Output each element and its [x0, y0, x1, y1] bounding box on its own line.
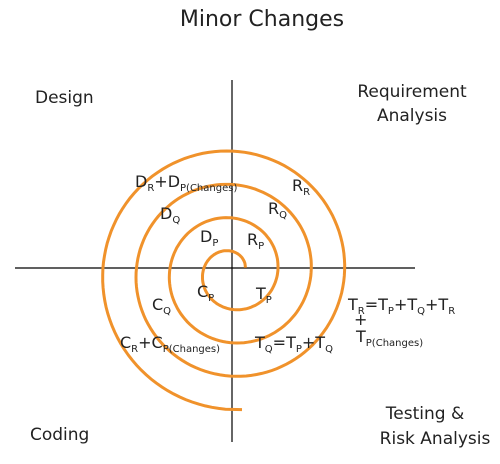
spiral-label: TR=TP+TQ+TR [347, 295, 455, 317]
label-base: R [247, 230, 258, 249]
label-subscript: R [358, 306, 365, 317]
label-subscript: Q [417, 306, 425, 317]
label-base: R [268, 199, 279, 218]
label-base: D [135, 172, 147, 191]
spiral-label: + [354, 310, 367, 329]
label-base: T [255, 284, 266, 303]
label-subscript: R [131, 344, 138, 355]
label-subscript: P [388, 306, 394, 317]
label-base: D [200, 227, 212, 246]
title: Minor Changes [180, 7, 344, 32]
spiral-label: RP [247, 230, 264, 252]
label-base: D [160, 204, 172, 223]
label-base: =T [365, 295, 388, 314]
label-subscript: P [258, 241, 264, 252]
label-subscript: R [303, 187, 310, 198]
quadrant-label: Coding [30, 425, 89, 445]
label-base: +C [138, 333, 163, 352]
spiral-label: CQ [152, 295, 171, 317]
label-base: C [197, 282, 208, 301]
spiral-label: RQ [268, 199, 287, 221]
label-base: +T [425, 295, 448, 314]
label-base: +T [302, 333, 325, 352]
label-subscript: Q [163, 306, 171, 317]
spiral-label: TP(Changes) [355, 327, 423, 349]
label-base: T [254, 333, 265, 352]
label-base: R [292, 176, 303, 195]
label-subscript: Q [279, 210, 287, 221]
spiral-label: DP [200, 227, 218, 249]
label-subscript: R [448, 306, 455, 317]
spiral-label: CR+CP(Changes) [120, 333, 220, 355]
spiral-label: CP [197, 282, 214, 304]
label-base: +D [154, 172, 180, 191]
label-subscript: Q [265, 344, 273, 355]
label-base: C [120, 333, 131, 352]
label-subscript: P [212, 238, 218, 249]
label-subscript: P [266, 295, 272, 306]
quadrant-label: Testing & [385, 404, 464, 424]
spiral-label: DQ [160, 204, 180, 226]
label-subscript: P [208, 293, 214, 304]
quadrant-label: Risk Analysis [380, 429, 491, 449]
label-subscript: P(Changes) [163, 344, 220, 355]
label-base: +T [394, 295, 417, 314]
quadrant-label: Analysis [377, 106, 447, 126]
spiral-label: TQ=TP+TQ [254, 333, 333, 355]
label-base: T [347, 295, 358, 314]
quadrant-label: Design [35, 88, 94, 108]
label-base: =T [273, 333, 296, 352]
quadrant-label: Requirement [357, 82, 467, 102]
spiral-label: TP [255, 284, 272, 306]
label-subscript: P [296, 344, 302, 355]
spiral-label: DR+DP(Changes) [135, 172, 237, 194]
label-subscript: R [147, 183, 154, 194]
label-subscript: P(Changes) [180, 183, 237, 194]
label-base: C [152, 295, 163, 314]
label-base: + [354, 310, 367, 329]
spiral-label: RR [292, 176, 310, 198]
label-subscript: Q [325, 344, 333, 355]
spiral [101, 149, 347, 412]
label-subscript: Q [172, 215, 180, 226]
label-subscript: P(Changes) [366, 338, 423, 349]
label-base: T [355, 327, 366, 346]
